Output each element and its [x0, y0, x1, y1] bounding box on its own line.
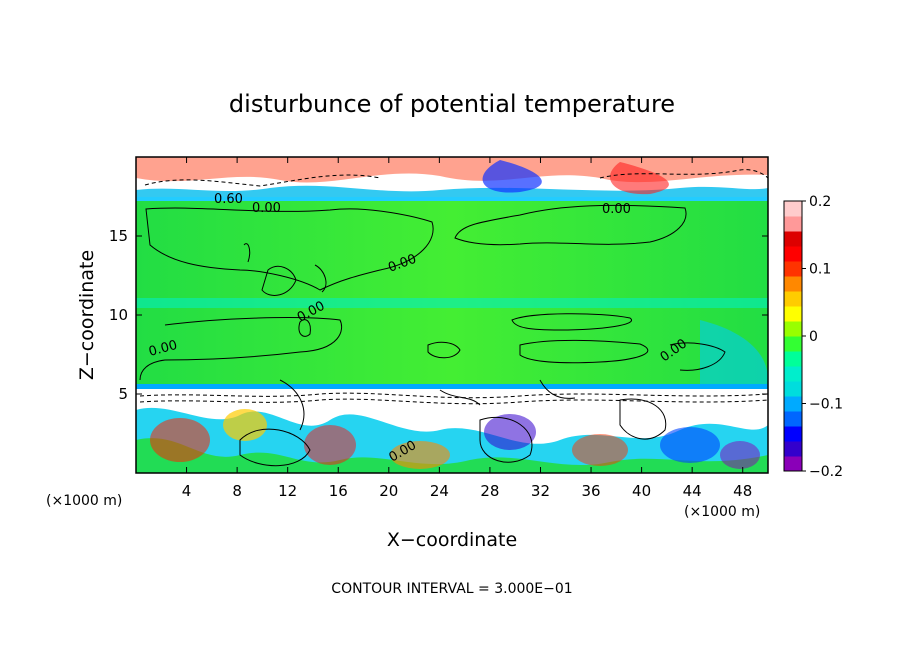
contour-interval-text: CONTOUR INTERVAL = 3.000E−01	[331, 581, 572, 597]
y-axis-label: Z−coordinate	[76, 250, 98, 380]
y-tick-label: 10	[109, 306, 128, 324]
x-tick-label: 48	[733, 482, 752, 500]
colorbar-swatch	[784, 201, 802, 217]
colorbar: −0.2 −0.1 0 0.1 0.2	[783, 194, 843, 480]
x-tick-label: 28	[480, 482, 499, 500]
x-tick-label: 8	[232, 482, 242, 500]
colorbar-swatch	[784, 411, 802, 427]
x-tick-label: 24	[430, 482, 449, 500]
y-tick-label: 5	[118, 385, 128, 403]
contour-label: 0.00	[252, 201, 281, 216]
colorbar-swatch	[784, 261, 802, 277]
colorbar-swatch	[784, 381, 802, 397]
x-unit-right: (×1000 m)	[684, 504, 760, 520]
x-tick-label: 44	[683, 482, 702, 500]
x-tick-label: 36	[581, 482, 600, 500]
x-unit-left: (×1000 m)	[46, 493, 122, 509]
colorbar-swatch	[784, 366, 802, 382]
contour-label: 0.60	[214, 192, 243, 207]
chart-title: disturbunce of potential temperature	[229, 90, 675, 118]
colorbar-swatch	[784, 396, 802, 412]
colorbar-swatch	[784, 456, 802, 472]
colorbar-swatch	[784, 321, 802, 337]
colorbar-swatch	[784, 441, 802, 457]
colorbar-swatch	[784, 336, 802, 352]
heatmap-field	[136, 157, 768, 473]
colorbar-swatch	[784, 231, 802, 247]
contour-label: 0.00	[147, 338, 179, 360]
contour-label: 0.00	[602, 202, 631, 217]
y-tick-label: 15	[109, 227, 128, 245]
x-axis-label: X−coordinate	[387, 529, 517, 551]
colorbar-swatch	[784, 216, 802, 232]
colorbar-tick-label: 0.2	[809, 194, 831, 210]
x-tick-label: 12	[278, 482, 297, 500]
x-tick-label: 4	[182, 482, 192, 500]
colorbar-swatch	[784, 291, 802, 307]
colorbar-tick-label: −0.2	[809, 464, 843, 480]
x-tick-label: 40	[632, 482, 651, 500]
colorbar-swatch	[784, 426, 802, 442]
contour-lines	[139, 169, 768, 467]
x-tick-label: 32	[531, 482, 550, 500]
colorbar-swatch	[784, 276, 802, 292]
colorbar-swatch	[784, 246, 802, 262]
colorbar-swatch	[784, 306, 802, 322]
x-tick-label: 20	[379, 482, 398, 500]
colorbar-tick-label: 0.1	[809, 262, 831, 278]
colorbar-tick-label: −0.1	[809, 397, 843, 413]
colorbar-swatch	[784, 351, 802, 367]
x-tick-label: 16	[329, 482, 348, 500]
colorbar-tick-label: 0	[809, 329, 818, 345]
